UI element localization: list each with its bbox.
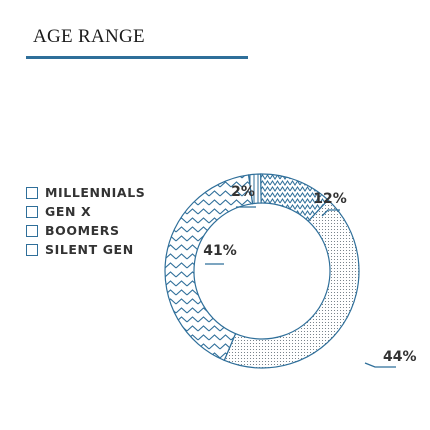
legend-item-millennials: MILLENNIALS [26, 183, 145, 202]
value-label-boomers: 12% [313, 191, 347, 207]
leader-line-boomers [321, 209, 340, 217]
legend-item-gen-x: GEN X [26, 202, 145, 221]
slice-millennials [164, 174, 254, 362]
legend-label-boomers: BOOMERS [45, 223, 120, 238]
legend: MILLENNIALS GEN X BOOMERS SILENT GEN [26, 183, 145, 259]
leader-line-gen-x [364, 362, 396, 368]
slice-gen-x [223, 199, 360, 369]
legend-label-millennials: MILLENNIALS [45, 185, 146, 200]
legend-swatch-boomers [26, 224, 38, 237]
legend-item-silent-gen: SILENT GEN [26, 240, 145, 259]
legend-label-silent-gen: SILENT GEN [45, 242, 134, 257]
value-label-silent-gen: 2% [231, 184, 255, 200]
title-underline [26, 56, 248, 59]
legend-item-boomers: BOOMERS [26, 221, 145, 240]
chart-title: AGE RANGE [33, 26, 145, 47]
legend-label-gen-x: GEN X [45, 204, 92, 219]
legend-swatch-gen-x [26, 205, 38, 218]
legend-swatch-silent-gen [26, 243, 38, 256]
value-label-millennials: 41% [203, 243, 237, 259]
value-label-gen-x: 44% [383, 349, 417, 365]
legend-swatch-millennials [26, 186, 38, 199]
